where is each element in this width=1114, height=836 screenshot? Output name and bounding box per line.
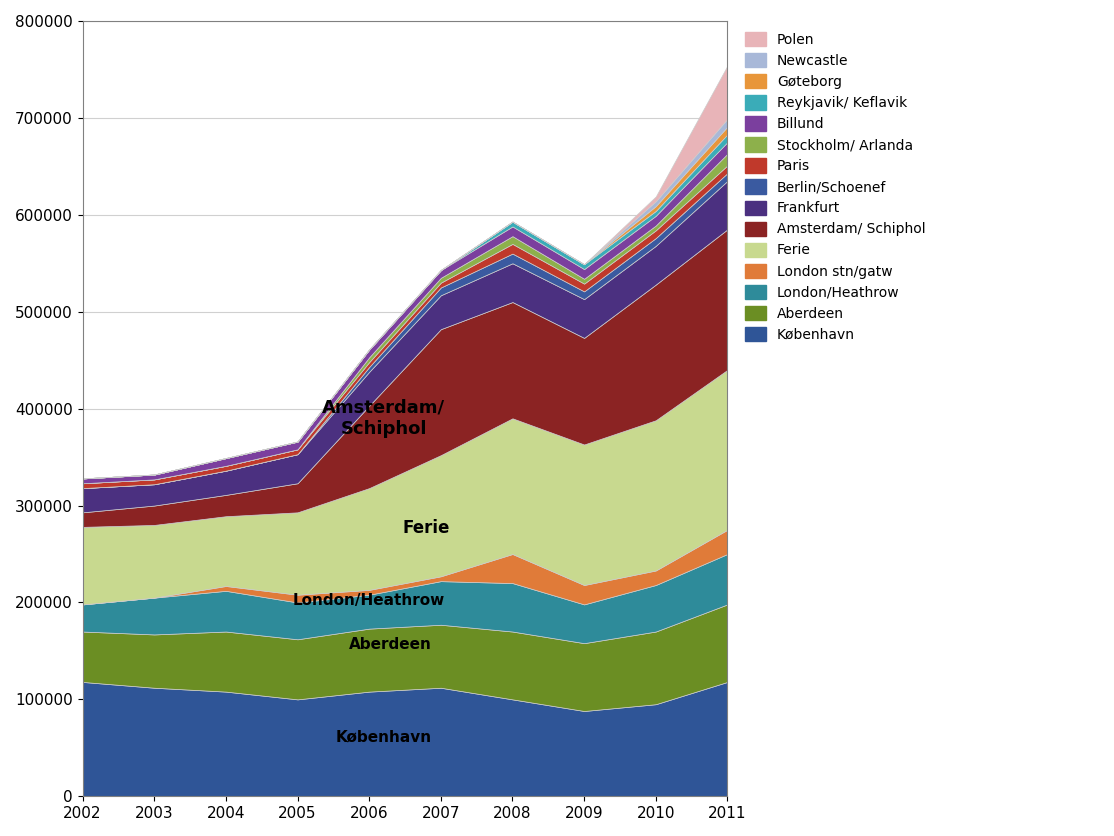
Legend: Polen, Newcastle, Gøteborg, Reykjavik/ Keflavik, Billund, Stockholm/ Arlanda, Pa: Polen, Newcastle, Gøteborg, Reykjavik/ K…: [741, 28, 930, 346]
Text: København: København: [335, 729, 431, 744]
Text: Aberdeen: Aberdeen: [350, 637, 432, 652]
Text: Amsterdam/
Schiphol: Amsterdam/ Schiphol: [322, 399, 446, 438]
Text: London/Heathrow: London/Heathrow: [293, 594, 446, 609]
Text: Ferie: Ferie: [403, 518, 450, 537]
